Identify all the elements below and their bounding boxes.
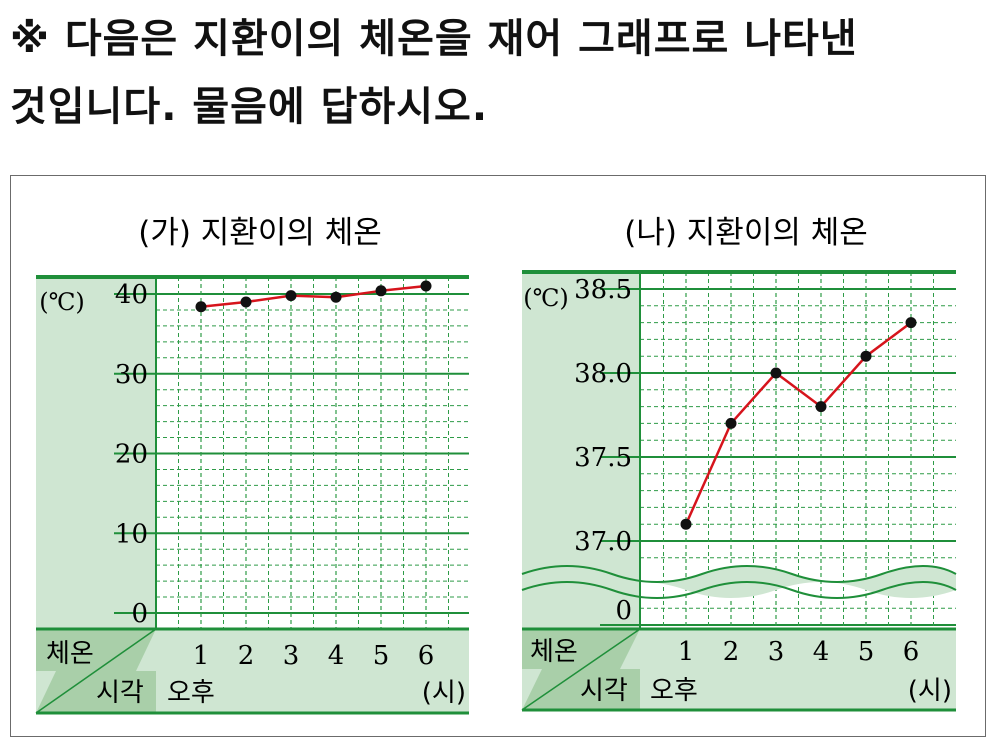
chart-a-x-prefix: 오후 — [167, 678, 215, 708]
chart-a-unit-label: (℃) — [39, 288, 85, 316]
chart-a-y-tick-label: 10 — [115, 519, 148, 549]
chart-b-label-band-top — [522, 629, 640, 669]
chart-a-data-point — [285, 290, 297, 302]
chart-b-y-tick-label: 37.5 — [574, 443, 632, 473]
chart-b-title: (나) 지환이의 체온 — [624, 215, 868, 251]
chart-b-x-tick-label: 4 — [813, 637, 830, 667]
chart-a-data-point — [375, 285, 387, 297]
chart-a-y-tick-label: 0 — [131, 599, 148, 629]
chart-a-y-tick-label: 20 — [115, 440, 148, 470]
chart-a-grid — [114, 277, 469, 629]
chart-a-data-point — [195, 301, 207, 313]
chart-b-data-point — [725, 417, 737, 429]
chart-b-x-tick-label: 1 — [678, 637, 695, 667]
chart-a-row-label-temp: 체온 — [46, 639, 94, 669]
chart-b-row-label-time: 시각 — [580, 676, 628, 706]
chart-a: (가) 지환이의 체온 (℃) 0 10 20 30 40 체온 시각 오후 (시) 1… — [35, 215, 469, 715]
chart-a-data-point — [330, 291, 342, 303]
chart-b-x-tick-label: 6 — [903, 637, 920, 667]
chart-b-x-tick-label: 3 — [768, 637, 785, 667]
chart-b-axis-break-wave-bottom — [521, 581, 957, 599]
chart-b-data-point — [770, 367, 782, 379]
chart-b-unit-label: (℃) — [523, 284, 569, 312]
chart-a-x-tick-label: 4 — [328, 641, 345, 671]
chart-b-series-line — [684, 321, 912, 525]
chart-b-zero-label: 0 — [615, 596, 632, 626]
chart-a-label-band-bottom — [36, 671, 156, 713]
chart-b-x-tick-label: 5 — [858, 637, 875, 667]
chart-b: (나) 지환이의 체온 (℃) 37.0 37.5 38.0 38.5 0 체온 시각… — [521, 215, 957, 712]
chart-a-y-tick-label: 40 — [115, 280, 148, 310]
chart-a-x-tick-label: 6 — [418, 641, 435, 671]
chart-b-axis-break-wave-top — [521, 565, 957, 583]
chart-b-data-point — [815, 401, 827, 413]
question-line-2: 것입니다. 물음에 답하시오. — [10, 84, 489, 130]
chart-a-title: (가) 지환이의 체온 — [138, 215, 382, 251]
chart-a-y-tick-label: 30 — [115, 360, 148, 390]
chart-a-diagonal — [35, 628, 157, 714]
chart-b-data-point — [860, 350, 872, 362]
chart-a-x-tick-label: 5 — [373, 641, 390, 671]
chart-a-data-point — [240, 296, 252, 308]
chart-b-label-band-bottom — [522, 669, 640, 710]
chart-a-series — [195, 280, 432, 313]
charts-frame — [10, 175, 986, 737]
chart-b-diagonal — [521, 628, 641, 711]
chart-b-y-tick-label: 38.5 — [574, 275, 632, 305]
chart-b-data-point — [680, 518, 692, 530]
chart-b-x-tick-label: 2 — [723, 637, 740, 667]
chart-a-x-tick-label: 3 — [283, 641, 300, 671]
chart-a-data-point — [420, 280, 432, 292]
chart-b-data-point — [905, 317, 917, 329]
chart-a-row-label-time: 시각 — [96, 678, 144, 708]
chart-b-row-label-temp: 체온 — [530, 637, 578, 667]
chart-b-y-tick-label: 37.0 — [574, 527, 632, 557]
chart-a-series-line — [200, 284, 427, 309]
chart-a-x-tick-label: 2 — [238, 641, 255, 671]
chart-b-series — [680, 317, 917, 530]
chart-b-y-tick-labels: 37.0 37.5 38.0 38.5 — [574, 275, 632, 557]
question-line-1: ※ 다음은 지환이의 체온을 재어 그래프로 나타낸 — [10, 16, 858, 62]
chart-a-x-unit: (시) — [422, 678, 466, 708]
chart-b-y-tick-label: 38.0 — [574, 359, 632, 389]
chart-a-x-tick-label: 1 — [193, 641, 210, 671]
chart-b-x-prefix: 오후 — [650, 676, 698, 706]
chart-a-y-tick-labels: 0 10 20 30 40 — [115, 280, 148, 629]
chart-a-label-band-top — [36, 629, 156, 671]
chart-b-x-unit: (시) — [908, 676, 952, 706]
